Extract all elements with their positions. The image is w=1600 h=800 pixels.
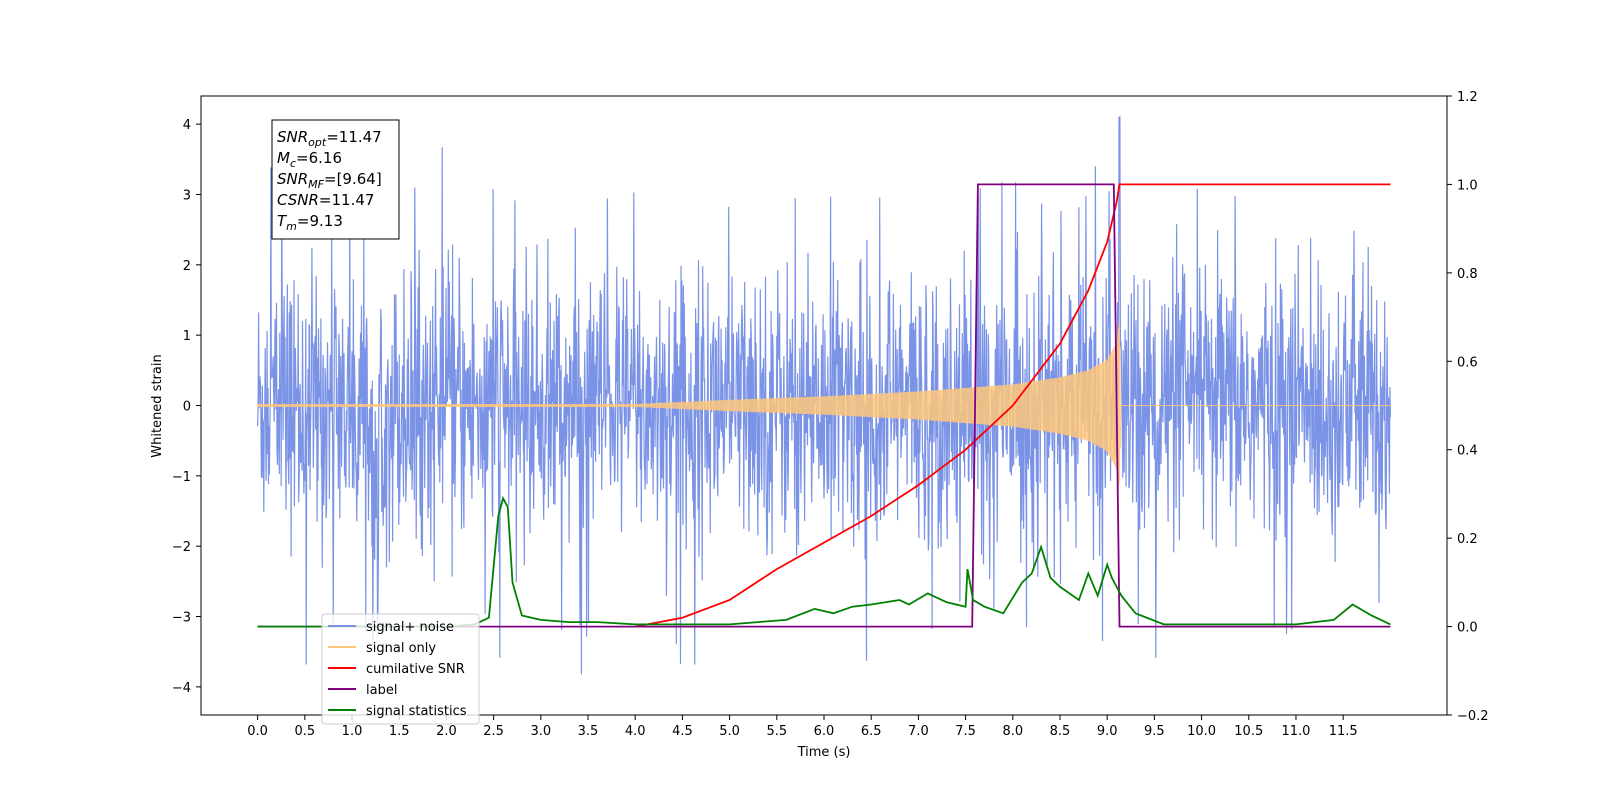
x-tick-label: 8.0 xyxy=(1002,724,1023,739)
x-axis-label: Time (s) xyxy=(797,745,851,760)
x-tick-label: 4.0 xyxy=(625,724,646,739)
legend: signal+ noise signal only cumilative SNR la… xyxy=(321,613,480,725)
series-signal-only xyxy=(257,322,1391,486)
legend-label: label xyxy=(366,683,397,698)
legend-frame xyxy=(321,613,480,725)
x-tick-label: 1.0 xyxy=(342,724,363,739)
annotation-box: SNRopt=11.47Mc=6.16SNRMF=[9.64]CSNR=11.4… xyxy=(271,119,400,240)
y2-tick-label: 0.0 xyxy=(1457,621,1478,636)
x-tick-label: 9.5 xyxy=(1144,724,1165,739)
x-tick-label: 3.5 xyxy=(578,724,599,739)
x-tick-label: 7.0 xyxy=(908,724,929,739)
y-tick-label: 4 xyxy=(183,118,191,133)
y-axis-right: 1.2 1.0 0.8 0.6 0.4 0.2 0.0 −0.2 xyxy=(1447,90,1489,724)
x-tick-label: 6.0 xyxy=(814,724,835,739)
x-tick-label: 10.0 xyxy=(1187,724,1216,739)
series-label xyxy=(257,183,1391,628)
annotation-line: Mc=6.16 xyxy=(277,149,342,170)
series-signal-statistics xyxy=(257,495,1391,628)
y2-tick-label: −0.2 xyxy=(1457,709,1489,724)
series-layer xyxy=(257,116,1391,675)
y-axis-left: 4 3 2 1 0 −1 −2 −3 −4 xyxy=(172,118,201,696)
x-tick-label: 5.0 xyxy=(719,724,740,739)
y2-tick-label: 0.2 xyxy=(1457,532,1478,547)
y2-tick-label: 0.6 xyxy=(1457,355,1478,370)
x-tick-label: 6.5 xyxy=(861,724,882,739)
legend-label: signal only xyxy=(366,641,436,656)
legend-label: cumilative SNR xyxy=(366,662,465,677)
x-tick-label: 9.0 xyxy=(1097,724,1118,739)
y-tick-label: 2 xyxy=(183,259,191,274)
annotation-line: CSNR=11.47 xyxy=(277,191,374,209)
x-tick-label: 4.5 xyxy=(672,724,693,739)
y-tick-label: 1 xyxy=(183,329,191,344)
annotation-line: Tm=9.13 xyxy=(277,212,343,233)
y-tick-label: 0 xyxy=(183,400,191,415)
x-tick-label: 2.0 xyxy=(436,724,457,739)
y-tick-label: −3 xyxy=(172,611,191,626)
x-tick-label: 7.5 xyxy=(955,724,976,739)
y2-tick-label: 0.4 xyxy=(1457,444,1478,459)
y2-tick-label: 1.0 xyxy=(1457,178,1478,193)
x-tick-label: 1.5 xyxy=(389,724,410,739)
y-axis-label: Whitened strain xyxy=(150,354,165,457)
legend-label: signal statistics xyxy=(366,704,467,719)
y-tick-label: −1 xyxy=(172,470,191,485)
y2-tick-label: 0.8 xyxy=(1457,267,1478,282)
series-signal-noise xyxy=(257,116,1391,675)
x-tick-label: 0.5 xyxy=(294,724,315,739)
x-tick-label: 11.0 xyxy=(1281,724,1310,739)
x-tick-label: 10.5 xyxy=(1234,724,1263,739)
x-tick-label: 8.5 xyxy=(1050,724,1071,739)
y-tick-label: 3 xyxy=(183,188,191,203)
y-tick-label: −2 xyxy=(172,540,191,555)
legend-label: signal+ noise xyxy=(366,620,454,635)
x-tick-label: 0.0 xyxy=(247,724,268,739)
x-tick-label: 5.5 xyxy=(766,724,787,739)
x-tick-label: 2.5 xyxy=(483,724,504,739)
y-tick-label: −4 xyxy=(172,681,191,696)
annotation-line: SNRMF=[9.64] xyxy=(277,170,382,191)
x-tick-label: 11.5 xyxy=(1329,724,1358,739)
y2-tick-label: 1.2 xyxy=(1457,90,1478,105)
x-tick-label: 3.0 xyxy=(530,724,551,739)
x-axis: 0.0 0.5 1.0 1.5 2.0 2.5 3.0 3.5 4.0 4.5 5.0 5.5 6.0 6… xyxy=(247,715,1358,739)
annotation-line: SNRopt=11.47 xyxy=(277,128,382,149)
series-cumulative-snr xyxy=(635,183,1391,628)
